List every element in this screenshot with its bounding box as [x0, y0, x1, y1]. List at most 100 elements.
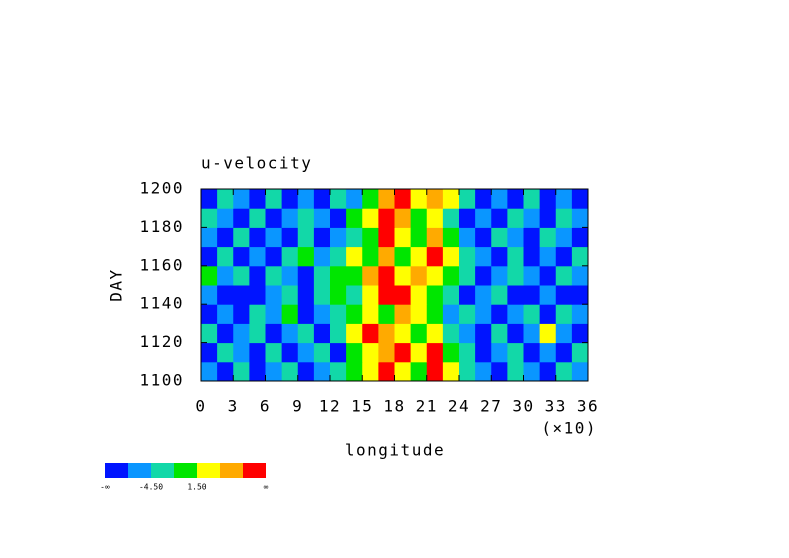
- field-cell: [378, 361, 395, 382]
- field-cell: [539, 189, 557, 209]
- field-cell: [459, 227, 476, 248]
- field-cell: [475, 265, 492, 286]
- field-cell: [281, 361, 299, 382]
- field-cell: [491, 208, 508, 228]
- y-axis-label: DAY: [107, 268, 126, 301]
- field-cell: [313, 323, 331, 344]
- x-tick-label: 15: [351, 397, 373, 416]
- field-cell: [410, 304, 428, 324]
- field-cell: [201, 208, 218, 228]
- field-cell: [507, 227, 524, 248]
- field-cell: [442, 304, 460, 324]
- field-cell: [249, 285, 266, 305]
- field-cell: [217, 189, 234, 209]
- field-cell: [426, 323, 444, 344]
- field-cell: [265, 208, 283, 228]
- field-cell: [330, 265, 347, 286]
- field-cell: [378, 246, 395, 267]
- field-cell: [394, 342, 412, 363]
- field-cell: [426, 265, 444, 286]
- x-tick-label: 30: [512, 397, 534, 416]
- field-cell: [249, 361, 266, 382]
- field-cell: [378, 208, 395, 228]
- x-tick-label: 6: [260, 397, 271, 416]
- field-cell: [555, 323, 573, 344]
- x-axis-label: longitude: [345, 441, 445, 460]
- field-cell: [313, 265, 331, 286]
- field-cell: [523, 227, 541, 248]
- y-tick-label: 1140: [139, 294, 184, 313]
- field-cell: [265, 361, 283, 382]
- field-cell: [475, 342, 492, 363]
- field-cell: [442, 361, 460, 382]
- field-cell: [281, 323, 299, 344]
- x-tick-label: 36: [577, 397, 599, 416]
- field-cell: [523, 208, 541, 228]
- field-cell: [426, 285, 444, 305]
- field-cell: [459, 189, 476, 209]
- y-tick-label: 1200: [139, 179, 184, 198]
- field-cell: [555, 285, 573, 305]
- field-cell: [410, 265, 428, 286]
- field-cell: [330, 285, 347, 305]
- field-cell: [281, 265, 299, 286]
- field-cell: [555, 361, 573, 382]
- field-cell: [217, 227, 234, 248]
- field-cell: [297, 361, 315, 382]
- field-cell: [555, 227, 573, 248]
- field-cell: [201, 265, 218, 286]
- colorbar-label: -∞: [100, 483, 110, 492]
- field-cell: [362, 189, 379, 209]
- field-cell: [459, 342, 476, 363]
- field-cell: [217, 285, 234, 305]
- field-cell: [491, 342, 508, 363]
- colorbar-label: -4.50: [139, 483, 163, 492]
- field-cell: [201, 304, 218, 324]
- field-cell: [475, 227, 492, 248]
- field-cell: [313, 342, 331, 363]
- y-tick-label: 1100: [139, 371, 184, 390]
- field-cell: [442, 189, 460, 209]
- field-cell: [555, 304, 573, 324]
- field-cell: [233, 342, 250, 363]
- field-cell: [459, 208, 476, 228]
- field-cell: [571, 304, 589, 324]
- field-cell: [410, 361, 428, 382]
- field-cell: [265, 285, 283, 305]
- field-cell: [217, 246, 234, 267]
- field-cell: [330, 246, 347, 267]
- field-cell: [201, 323, 218, 344]
- field-cell: [475, 323, 492, 344]
- field-cell: [281, 246, 299, 267]
- field-cell: [217, 304, 234, 324]
- field-cell: [555, 265, 573, 286]
- field-cell: [201, 189, 218, 209]
- field-cell: [346, 265, 363, 286]
- field-cell: [313, 208, 331, 228]
- field-cell: [539, 304, 557, 324]
- field-cell: [555, 342, 573, 363]
- colorbar-swatch: [197, 463, 220, 478]
- field-cell: [346, 342, 363, 363]
- field-cell: [442, 208, 460, 228]
- field-cell: [394, 304, 412, 324]
- field-cell: [249, 189, 266, 209]
- field-cell: [410, 189, 428, 209]
- field-cell: [265, 304, 283, 324]
- field-cell: [491, 285, 508, 305]
- field-cell: [249, 304, 266, 324]
- field-cell: [378, 342, 395, 363]
- colorbar-swatch: [128, 463, 151, 478]
- field-cell: [249, 323, 266, 344]
- field-cell: [362, 304, 379, 324]
- chart-title: u-velocity: [201, 154, 312, 173]
- field-cell: [491, 361, 508, 382]
- field-cell: [507, 189, 524, 209]
- field-cell: [394, 208, 412, 228]
- colorbar-swatch: [220, 463, 243, 478]
- field-cell: [346, 304, 363, 324]
- field-cell: [233, 189, 250, 209]
- field-cell: [459, 304, 476, 324]
- field-cell: [233, 323, 250, 344]
